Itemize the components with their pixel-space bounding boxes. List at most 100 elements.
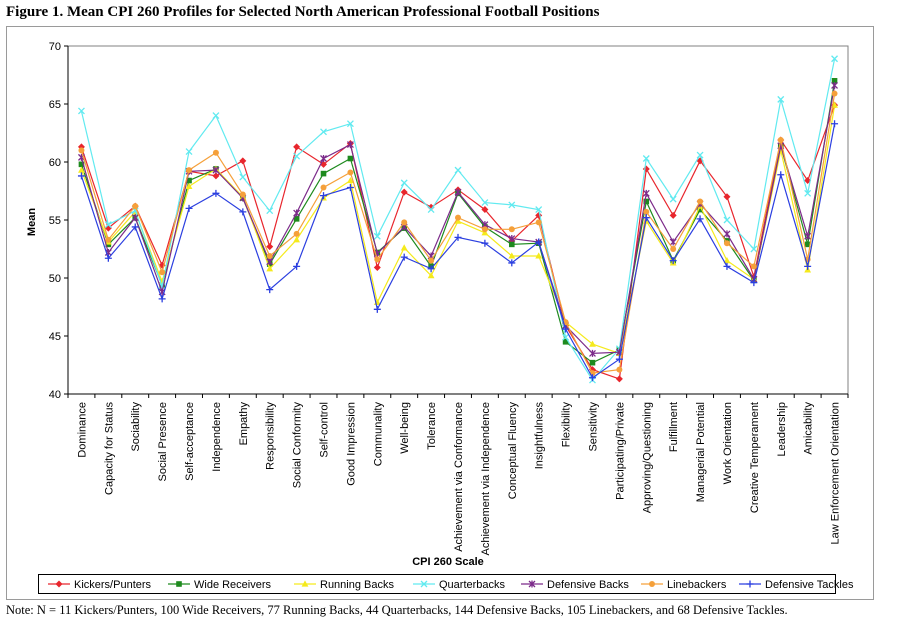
data-point	[212, 172, 220, 180]
data-point	[346, 120, 354, 128]
data-point	[346, 184, 354, 192]
data-point	[320, 192, 328, 200]
data-point	[562, 325, 570, 333]
data-point	[293, 230, 300, 237]
x-tick-labels: Dominance Capacity for Status Sociability S…	[67, 394, 849, 556]
data-point	[78, 161, 85, 168]
x-tick-label: Leadership	[776, 402, 788, 456]
data-point	[293, 216, 300, 222]
data-point	[239, 208, 247, 216]
x-tick-label: Creative Temperament	[749, 402, 761, 513]
data-point	[669, 238, 677, 246]
x-tick-label: Managerial Potential	[695, 402, 707, 502]
data-point	[104, 221, 112, 229]
x-tick-label: Sensitivity	[587, 402, 599, 452]
data-point	[804, 189, 812, 197]
y-axis-label: Mean	[26, 208, 38, 236]
x-axis-label: CPI 260 Scale	[412, 556, 484, 568]
data-point	[669, 211, 677, 219]
data-point	[400, 244, 408, 251]
data-point	[78, 147, 85, 154]
data-point	[131, 223, 139, 231]
x-tick-label: Capacity for Status	[103, 402, 115, 495]
data-point	[723, 262, 731, 270]
data-point	[831, 90, 838, 97]
data-point	[508, 226, 515, 233]
x-tick-label: Approving/Questioning	[641, 402, 653, 513]
data-point	[401, 219, 408, 226]
data-point	[266, 265, 274, 272]
data-point	[293, 209, 301, 217]
data-point	[696, 151, 704, 159]
data-point	[400, 188, 408, 196]
data-point	[104, 254, 112, 262]
data-point	[589, 340, 596, 347]
data-point	[723, 216, 731, 224]
data-point	[266, 286, 274, 294]
data-point	[293, 262, 301, 270]
data-point	[589, 359, 596, 366]
y-tick-labels: 40 45 50 55 60 65 70	[49, 41, 68, 401]
x-tick-label: Independence	[211, 402, 223, 472]
x-tick-label: Communality	[372, 402, 384, 467]
data-point	[320, 155, 327, 163]
series-defensive-tackles	[77, 120, 839, 382]
data-point	[266, 243, 274, 251]
series-lines	[77, 55, 839, 384]
data-point	[750, 245, 758, 253]
data-point	[804, 241, 811, 248]
data-point	[481, 226, 488, 233]
data-point	[535, 238, 543, 246]
x-tick-label: Law Enforcement Orientation	[830, 402, 842, 544]
y-tick-label: 50	[49, 273, 61, 285]
data-point	[374, 256, 381, 263]
data-point	[293, 152, 301, 160]
series-quarterbacks	[77, 55, 839, 384]
data-point	[239, 157, 247, 165]
data-point	[615, 375, 623, 383]
data-point	[77, 107, 85, 115]
data-point	[535, 219, 542, 226]
series-running-backs	[78, 101, 838, 356]
y-tick-label: 70	[49, 41, 61, 53]
data-point	[615, 355, 623, 363]
data-point	[696, 215, 704, 223]
x-tick-label: Flexibility	[561, 402, 573, 448]
data-point	[508, 259, 516, 267]
data-point	[212, 112, 220, 120]
data-point	[427, 272, 435, 279]
data-point	[185, 204, 193, 212]
x-tick-label: Good Impression	[345, 402, 357, 486]
x-tick-label: Fulfillment	[668, 402, 680, 452]
data-point	[643, 208, 650, 215]
data-point	[132, 203, 139, 210]
y-tick-label: 45	[49, 331, 61, 343]
data-point	[723, 257, 731, 264]
data-point	[697, 198, 704, 205]
data-point	[508, 241, 515, 248]
data-point	[588, 374, 596, 382]
y-tick-label: 40	[49, 389, 61, 401]
y-tick-label: 55	[49, 215, 61, 227]
data-point	[723, 230, 731, 238]
data-point	[535, 252, 543, 259]
data-point	[589, 349, 596, 357]
y-tick-label: 65	[49, 99, 61, 111]
data-point	[185, 182, 193, 189]
data-point	[428, 257, 435, 264]
data-point	[266, 258, 274, 266]
series-line	[80, 105, 836, 355]
data-point	[642, 189, 650, 197]
data-point	[723, 193, 731, 201]
data-point	[831, 81, 839, 89]
data-point	[293, 143, 301, 151]
legend	[38, 574, 836, 594]
figure-note: Note: N = 11 Kickers/Punters, 100 Wide R…	[6, 603, 788, 617]
data-point	[427, 265, 435, 273]
data-point	[481, 239, 489, 247]
x-tick-label: Social Conformity	[292, 402, 304, 489]
data-point	[831, 78, 838, 84]
data-point	[535, 206, 543, 214]
data-point	[77, 172, 85, 180]
